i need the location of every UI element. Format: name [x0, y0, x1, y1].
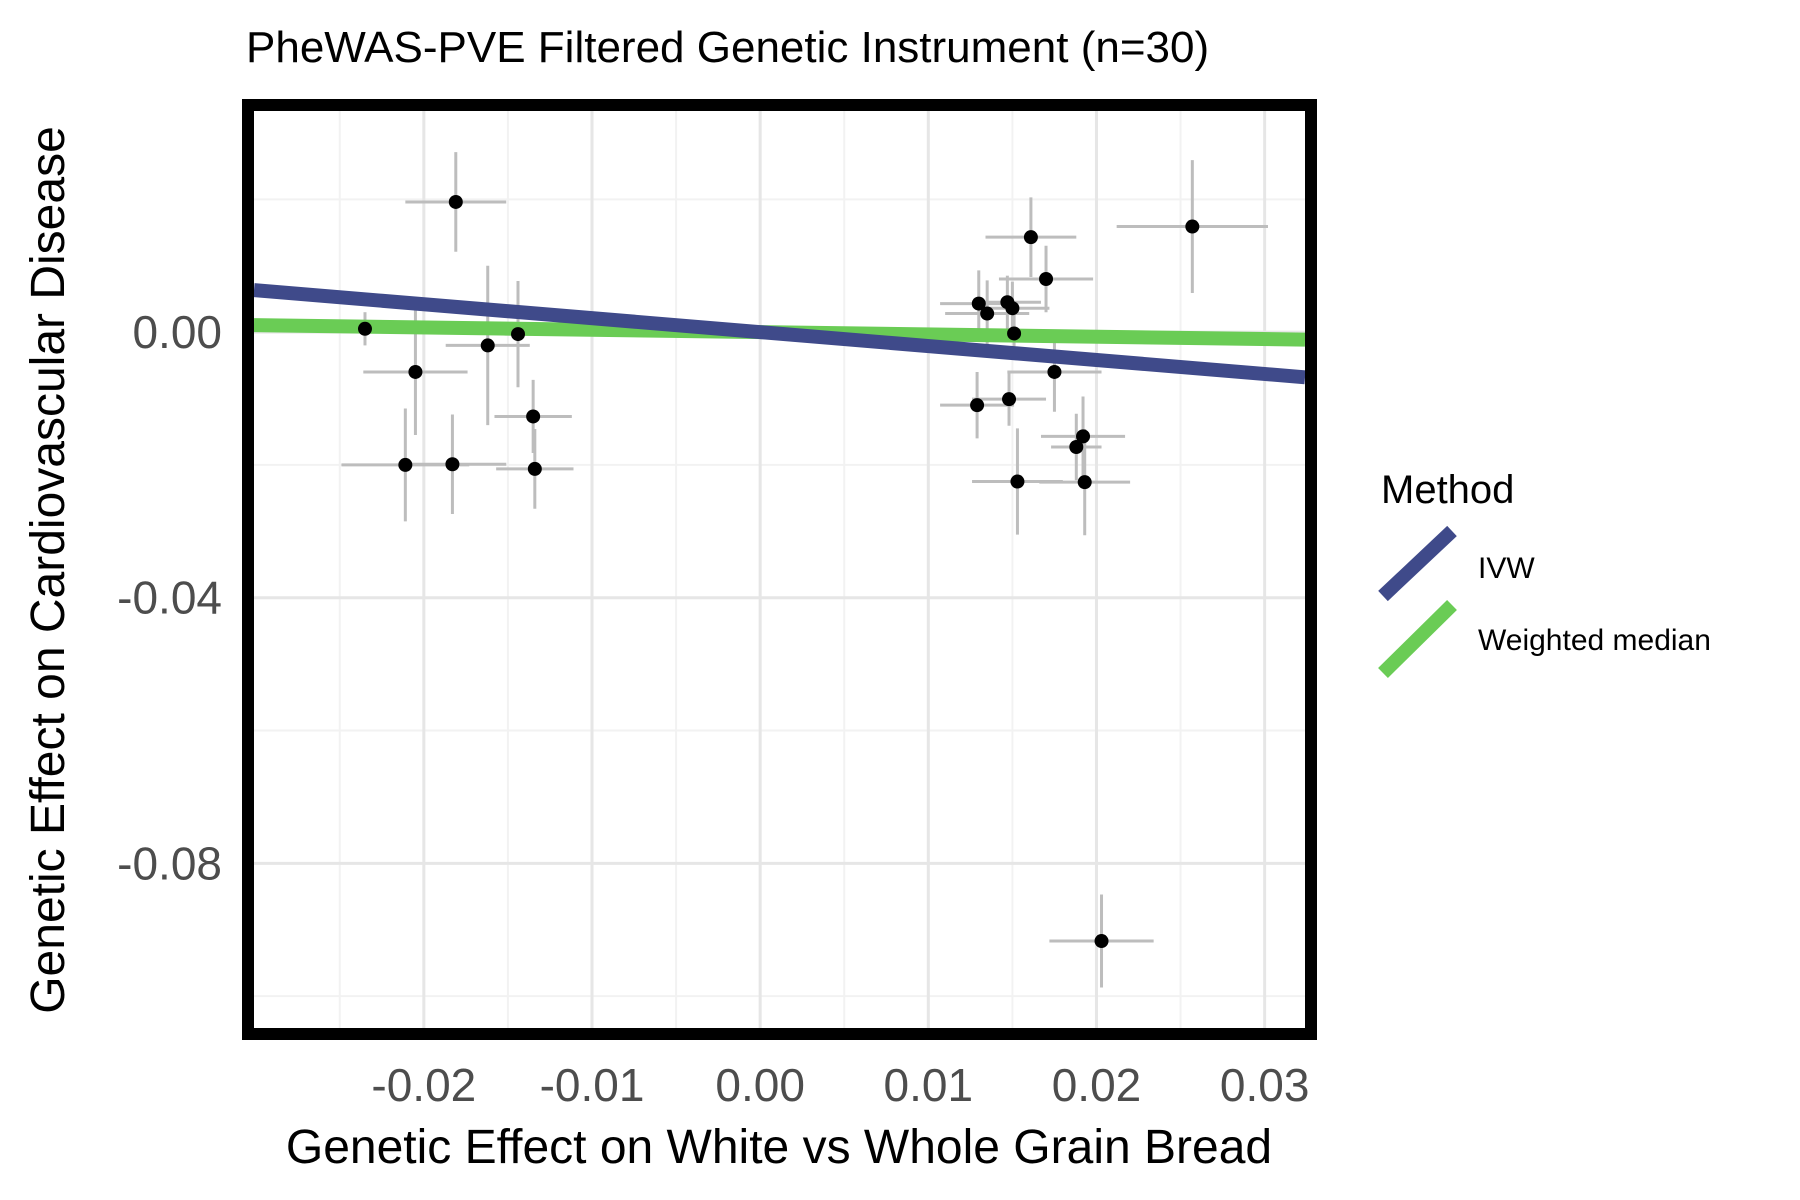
legend-title: Method: [1381, 468, 1514, 512]
y-tick-labels: 0.00 -0.04 -0.08: [117, 306, 222, 889]
data-point: [448, 194, 463, 209]
data-point: [1076, 429, 1091, 444]
data-point: [1077, 475, 1092, 490]
legend-label-ivw: IVW: [1478, 552, 1535, 585]
data-point: [1005, 301, 1020, 316]
data-point: [971, 296, 986, 311]
data-point: [1002, 392, 1017, 407]
legend-label-weighted-median: Weighted median: [1478, 624, 1711, 657]
grid-minor: [254, 111, 1305, 1028]
fit-line-ivw: [253, 283, 1306, 385]
grid-major: [254, 111, 1305, 1028]
x-tick-label: 0.01: [884, 1059, 974, 1111]
data-point: [526, 409, 541, 424]
x-tick-label: 0.00: [715, 1059, 805, 1111]
data-point: [1007, 326, 1022, 341]
data-points: [357, 194, 1200, 949]
x-tick-labels: -0.02 -0.01 0.00 0.01 0.02 0.03: [371, 1059, 1309, 1111]
data-point: [527, 461, 542, 476]
legend: Method IVW Weighted median: [1378, 468, 1711, 678]
plot-border: [242, 99, 1317, 1040]
y-tick-label: -0.08: [117, 837, 222, 889]
data-point: [445, 457, 460, 472]
y-tick-label: -0.04: [117, 572, 222, 624]
x-tick-label: 0.02: [1052, 1059, 1142, 1111]
data-point: [511, 327, 526, 342]
data-point: [1094, 934, 1109, 949]
data-point: [1069, 439, 1084, 454]
x-tick-label: 0.03: [1220, 1059, 1310, 1111]
data-point: [970, 398, 985, 413]
data-point: [1185, 219, 1200, 234]
legend-key-weighted-median: [1378, 600, 1457, 678]
chart-title: PheWAS-PVE Filtered Genetic Instrument (…: [246, 23, 1209, 72]
data-point: [1047, 364, 1062, 379]
data-point: [357, 321, 372, 336]
data-point: [408, 364, 423, 379]
fit-lines: [253, 283, 1306, 385]
y-tick-label: 0.00: [132, 306, 222, 358]
data-point: [398, 457, 413, 472]
x-axis-title: Genetic Effect on White vs Whole Grain B…: [286, 1121, 1272, 1174]
legend-key-ivw: [1378, 525, 1457, 602]
data-point: [1039, 271, 1054, 286]
data-point: [480, 338, 495, 353]
x-tick-label: -0.01: [540, 1059, 645, 1111]
x-tick-label: -0.02: [371, 1059, 476, 1111]
data-point: [1010, 474, 1025, 489]
data-point: [980, 306, 995, 321]
y-axis-title: Genetic Effect on Cardiovascular Disease: [22, 126, 75, 1014]
data-point: [1023, 230, 1038, 245]
